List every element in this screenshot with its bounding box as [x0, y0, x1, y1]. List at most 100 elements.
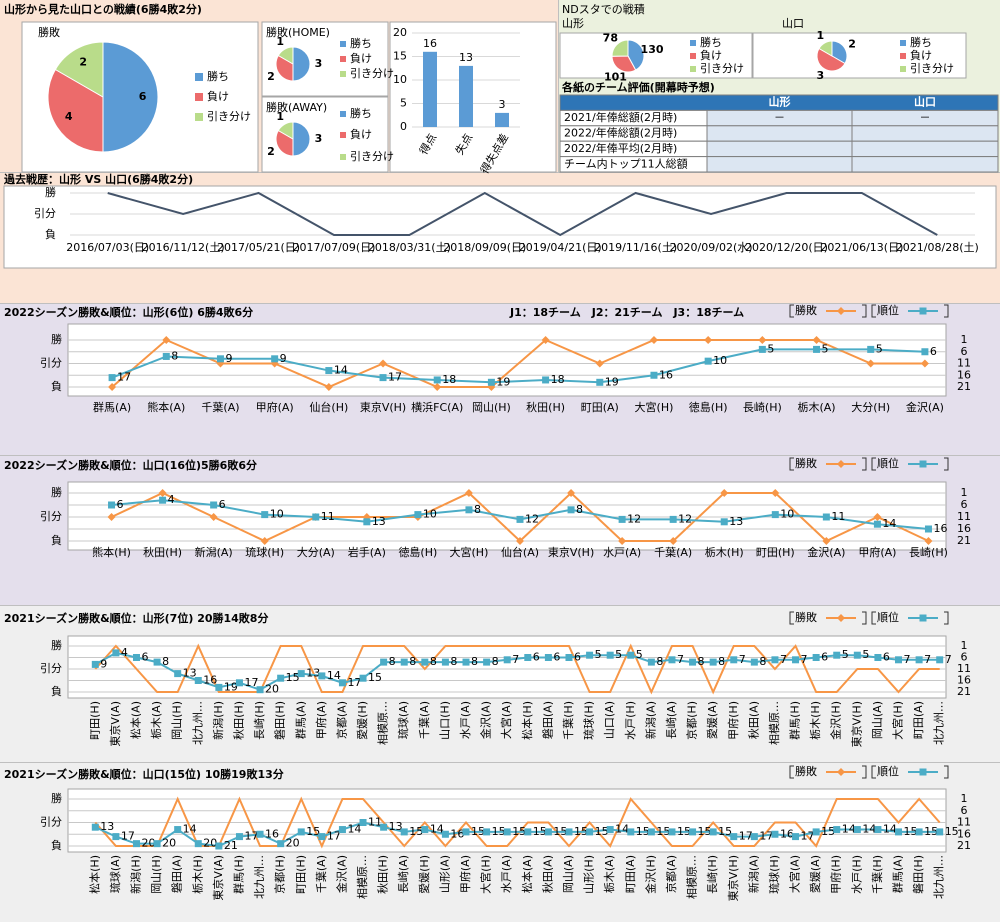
y-tick-label: 勝	[45, 185, 56, 199]
marker	[503, 656, 511, 664]
x-tick-label: 長崎(A)	[664, 701, 678, 739]
x-tick-label: 相模原…	[356, 855, 369, 899]
y2-tick-label: 21	[957, 380, 971, 393]
chart-title: 勝敗(AWAY)	[266, 100, 327, 114]
legend-label: 順位	[877, 303, 899, 317]
marker	[318, 672, 326, 680]
marker	[260, 537, 269, 545]
data-label: 17	[244, 676, 258, 689]
data-label: 15	[677, 825, 691, 838]
marker	[895, 656, 903, 664]
marker	[669, 537, 678, 545]
pie-slice	[818, 40, 833, 57]
data-label: 6	[139, 90, 147, 103]
marker	[209, 513, 218, 521]
data-label: 15	[595, 825, 609, 838]
x-tick-label: 東京V(A)	[108, 701, 122, 747]
data-label: 15	[821, 825, 835, 838]
series-line	[107, 191, 938, 237]
x-tick-label: 横浜FC(A)	[411, 400, 463, 414]
y-tick-label: 引分	[40, 509, 62, 523]
legend-label: 引き分け	[350, 66, 394, 80]
data-label: 14	[615, 823, 629, 836]
data-label: 14	[883, 823, 897, 836]
marker	[215, 842, 223, 850]
marker	[730, 656, 738, 664]
x-tick-label: 長崎(H)	[909, 545, 948, 559]
legend-bracket	[789, 765, 794, 779]
marker	[271, 355, 279, 363]
data-label: 101	[604, 70, 627, 83]
series-line	[94, 796, 941, 849]
x-tick-label: 長崎(H)	[705, 855, 719, 894]
x-tick-label: 京都(H)	[273, 855, 287, 894]
pie-slice	[292, 121, 311, 157]
legend-marker	[837, 307, 845, 315]
x-tick-label: 大分(H)	[851, 400, 890, 414]
marker	[541, 336, 550, 344]
data-label: 15	[533, 825, 547, 838]
y-tick-label: 5	[400, 97, 407, 110]
data-label: 12	[678, 512, 692, 525]
marker	[669, 515, 677, 523]
x-tick-label: 琉球(H)	[767, 855, 781, 894]
marker	[758, 336, 767, 344]
marker	[792, 833, 800, 841]
data-label: 14	[862, 823, 876, 836]
marker	[132, 840, 140, 848]
x-tick-label: 愛媛(H)	[355, 701, 369, 740]
y-tick-label: 勝	[51, 791, 62, 805]
marker	[915, 828, 923, 836]
x-tick-label: 2021/08/28(土)	[896, 241, 979, 254]
data-label: 8	[698, 655, 705, 668]
data-label: 14	[327, 669, 341, 682]
data-label: 14	[882, 517, 896, 530]
legend-swatch	[340, 71, 346, 77]
page-title: 山形から見た山口との戦績(6勝4敗2分)	[4, 2, 202, 16]
y2-tick-label: 11	[957, 510, 971, 523]
marker	[379, 374, 387, 382]
marker	[363, 518, 371, 526]
data-label: 17	[244, 830, 258, 843]
x-tick-label: 大宮(H)	[450, 545, 489, 559]
x-tick-label: 東京V(H)	[360, 400, 406, 414]
x-tick-label: 大宮(H)	[891, 701, 905, 740]
marker	[606, 826, 614, 834]
legend-label: 負け	[910, 49, 932, 62]
data-label: 1	[817, 29, 825, 42]
marker	[524, 828, 532, 836]
x-tick-label: 山口(A)	[603, 701, 616, 739]
data-label: 18	[551, 373, 565, 386]
data-label: 13	[306, 667, 320, 680]
data-label: 6	[930, 345, 937, 358]
data-label: 8	[450, 655, 457, 668]
marker	[586, 651, 594, 659]
section-title: NDスタでの戦積	[562, 2, 645, 16]
data-label: 19	[496, 375, 510, 388]
table-cell	[706, 156, 853, 173]
data-label: 17	[117, 371, 131, 384]
data-label: 5	[862, 648, 869, 661]
legend-bracket	[789, 611, 794, 625]
data-label: 3	[499, 98, 506, 111]
legend-bracket	[789, 304, 794, 318]
legend-label: 順位	[877, 456, 899, 470]
y2-tick-label: 16	[957, 674, 971, 687]
x-tick-label: 2016/11/12(土)	[142, 241, 225, 254]
marker	[689, 658, 697, 666]
marker	[618, 515, 626, 523]
marker	[750, 658, 758, 666]
legend-marker	[837, 768, 845, 776]
y2-tick-label: 11	[957, 357, 971, 370]
x-tick-label: 琉球(H)	[245, 545, 284, 559]
marker	[668, 828, 676, 836]
legend-bracket	[871, 611, 876, 625]
data-label: 7	[904, 653, 911, 666]
data-label: 7	[512, 653, 519, 666]
x-tick-label: 金沢(H)	[643, 855, 657, 894]
marker	[822, 537, 831, 545]
legend-bracket	[871, 765, 876, 779]
x-tick-label: 甲府(A)	[858, 545, 896, 559]
marker	[112, 649, 120, 657]
legend-label: 勝ち	[350, 36, 372, 50]
